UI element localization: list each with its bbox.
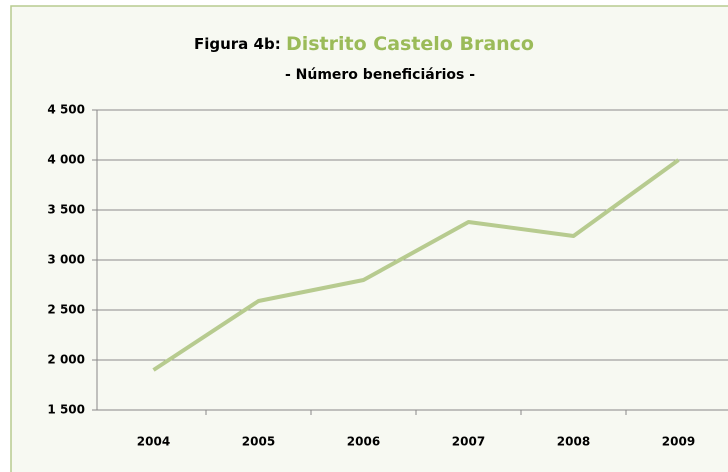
y-tick-label: 4 000: [47, 153, 85, 167]
y-tick-label: 2 500: [47, 303, 85, 317]
title-highlight: Distrito Castelo Branco: [286, 33, 534, 55]
x-tick-label: 2009: [662, 435, 695, 449]
x-tick-label: 2006: [347, 435, 380, 449]
chart-frame: [10, 5, 728, 472]
y-tick-label: 2 000: [47, 353, 85, 367]
y-tick-label: 3 500: [47, 203, 85, 217]
chart-title: Figura 4b: Distrito Castelo Branco: [194, 33, 534, 55]
x-tick-label: 2004: [137, 435, 170, 449]
title-prefix: Figura 4b:: [194, 35, 281, 53]
y-tick-label: 3 000: [47, 253, 85, 267]
y-tick-label: 4 500: [47, 103, 85, 117]
x-tick-label: 2008: [557, 435, 590, 449]
data-line: [152, 158, 680, 372]
x-tick-label: 2005: [242, 435, 275, 449]
x-tick-label: 2007: [452, 435, 485, 449]
chart-subtitle: - Número beneficiários -: [285, 67, 475, 83]
y-tick-label: 1 500: [47, 403, 85, 417]
